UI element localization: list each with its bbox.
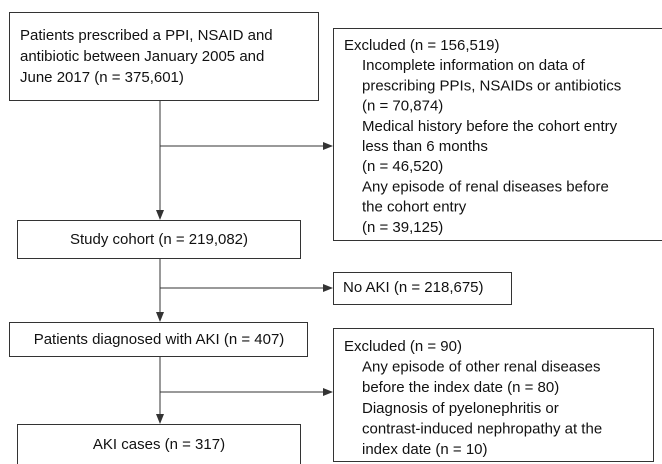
exclusion-reason: Incomplete information on data of bbox=[362, 57, 585, 74]
exclusion-reason: Any episode of other renal diseases bbox=[362, 359, 600, 376]
exclusion-reason: Diagnosis of pyelonephritis or bbox=[362, 400, 559, 417]
labels: Patients prescribed a PPI, NSAID and anti… bbox=[20, 27, 621, 458]
boxes bbox=[9, 12, 662, 464]
box bbox=[17, 424, 301, 464]
box-text: AKI cases (n = 317) bbox=[93, 436, 225, 453]
exclusion-reason: (n = 70,874) bbox=[362, 98, 443, 115]
connectors bbox=[156, 100, 333, 424]
exclusion-reason: Medical history before the cohort entry bbox=[362, 118, 618, 135]
exclusion-reason: less than 6 months bbox=[362, 138, 488, 155]
exclusion-reason: contrast-induced nephropathy at the bbox=[362, 420, 602, 437]
box bbox=[17, 220, 301, 259]
box bbox=[333, 272, 512, 305]
box-heading: Excluded (n = 90) bbox=[344, 338, 462, 355]
box-heading: Excluded (n = 156,519) bbox=[344, 37, 500, 54]
exclusion-reason: before the index date (n = 80) bbox=[362, 379, 559, 396]
box bbox=[333, 328, 654, 462]
box-text: June 2017 (n = 375,601) bbox=[20, 69, 184, 86]
box-text: Study cohort (n = 219,082) bbox=[70, 231, 248, 248]
box bbox=[9, 12, 319, 101]
exclusion-reason: the cohort entry bbox=[362, 199, 467, 216]
exclusion-reason: prescribing PPIs, NSAIDs or antibiotics bbox=[362, 77, 621, 94]
exclusion-reason: Any episode of renal diseases before bbox=[362, 178, 609, 195]
box-text: antibiotic between January 2005 and bbox=[20, 48, 264, 65]
box bbox=[9, 322, 308, 357]
box-text: Patients prescribed a PPI, NSAID and bbox=[20, 27, 273, 44]
exclusion-reason: index date (n = 10) bbox=[362, 441, 488, 458]
box-text: No AKI (n = 218,675) bbox=[343, 279, 484, 296]
exclusion-reason: (n = 39,125) bbox=[362, 219, 443, 236]
exclusion-reason: (n = 46,520) bbox=[362, 158, 443, 175]
box bbox=[333, 28, 662, 241]
box-text: Patients diagnosed with AKI (n = 407) bbox=[34, 331, 285, 348]
